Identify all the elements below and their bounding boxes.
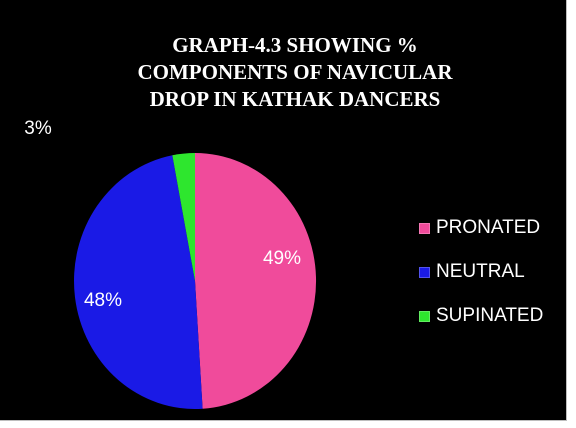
- pie-chart: 49% 48% 3%: [24, 118, 317, 410]
- legend-label-pronated: PRONATED: [436, 217, 541, 238]
- pie-slice-neutral: [74, 155, 203, 410]
- legend-label-supinated: SUPINATED: [436, 305, 544, 326]
- chart-title-line-2: COMPONENTS OF NAVICULAR: [137, 60, 453, 84]
- legend-swatch-neutral: [419, 267, 430, 278]
- chart-title-line-1: GRAPH-4.3 SHOWING %: [172, 33, 418, 57]
- pie-slice-pronated: [195, 153, 317, 409]
- legend-swatch-supinated: [419, 311, 430, 322]
- legend-label-neutral: NEUTRAL: [436, 261, 525, 282]
- chart-title-line-3: DROP IN KATHAK DANCERS: [149, 87, 441, 111]
- slice-label-supinated: 3%: [24, 118, 52, 139]
- slice-label-neutral: 48%: [84, 290, 122, 311]
- legend-swatch-pronated: [419, 223, 430, 234]
- slice-label-pronated: 49%: [263, 248, 301, 269]
- chart-title: GRAPH-4.3 SHOWING % COMPONENTS OF NAVICU…: [95, 32, 495, 113]
- pie-slice-supinated: [172, 153, 195, 281]
